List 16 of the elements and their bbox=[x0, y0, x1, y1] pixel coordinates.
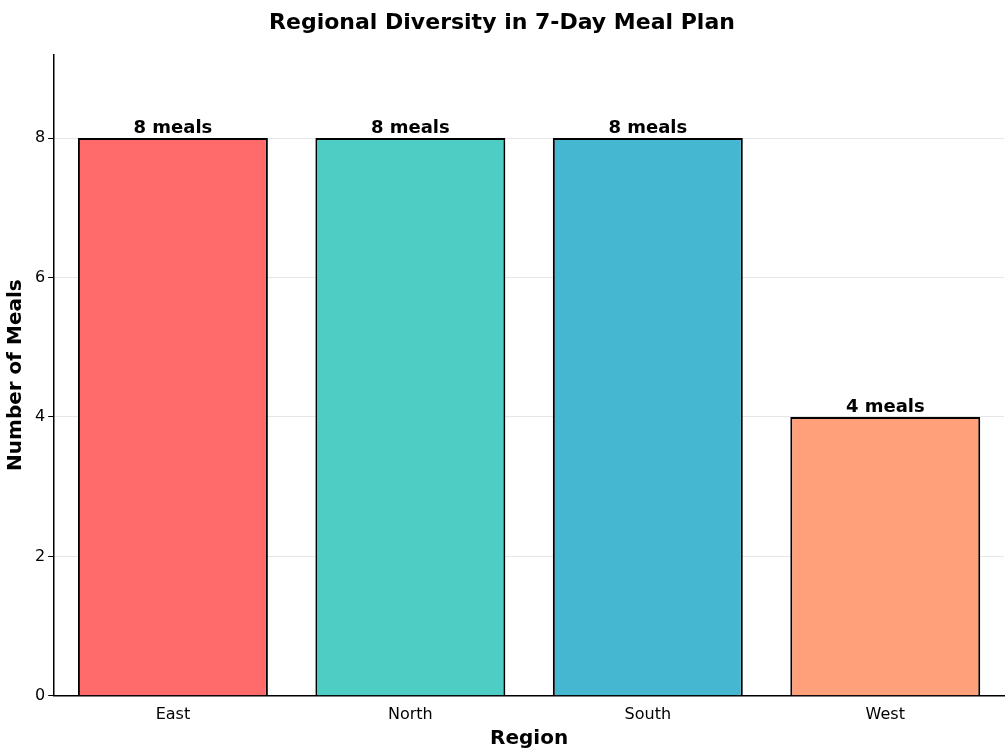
y-tick-label: 6 bbox=[34, 266, 46, 286]
x-tick-label: North bbox=[387, 703, 433, 723]
x-tick-label: West bbox=[865, 703, 905, 723]
y-axis-title: Number of Meals bbox=[2, 279, 27, 471]
data-label: 8 meals bbox=[133, 115, 213, 137]
x-tick-label: East bbox=[155, 703, 191, 723]
data-label: 4 meals bbox=[845, 394, 925, 416]
y-tick-label: 8 bbox=[34, 127, 46, 147]
y-tick-label: 4 bbox=[34, 406, 46, 426]
data-label: 8 meals bbox=[608, 115, 688, 137]
chart-title: Regional Diversity in 7-Day Meal Plan bbox=[269, 8, 735, 34]
x-tick-label: South bbox=[624, 703, 672, 723]
data-label: 8 meals bbox=[370, 115, 450, 137]
x-axis-title: Region bbox=[490, 725, 569, 750]
y-tick-label: 2 bbox=[34, 545, 46, 565]
y-tick-label: 0 bbox=[34, 684, 46, 704]
